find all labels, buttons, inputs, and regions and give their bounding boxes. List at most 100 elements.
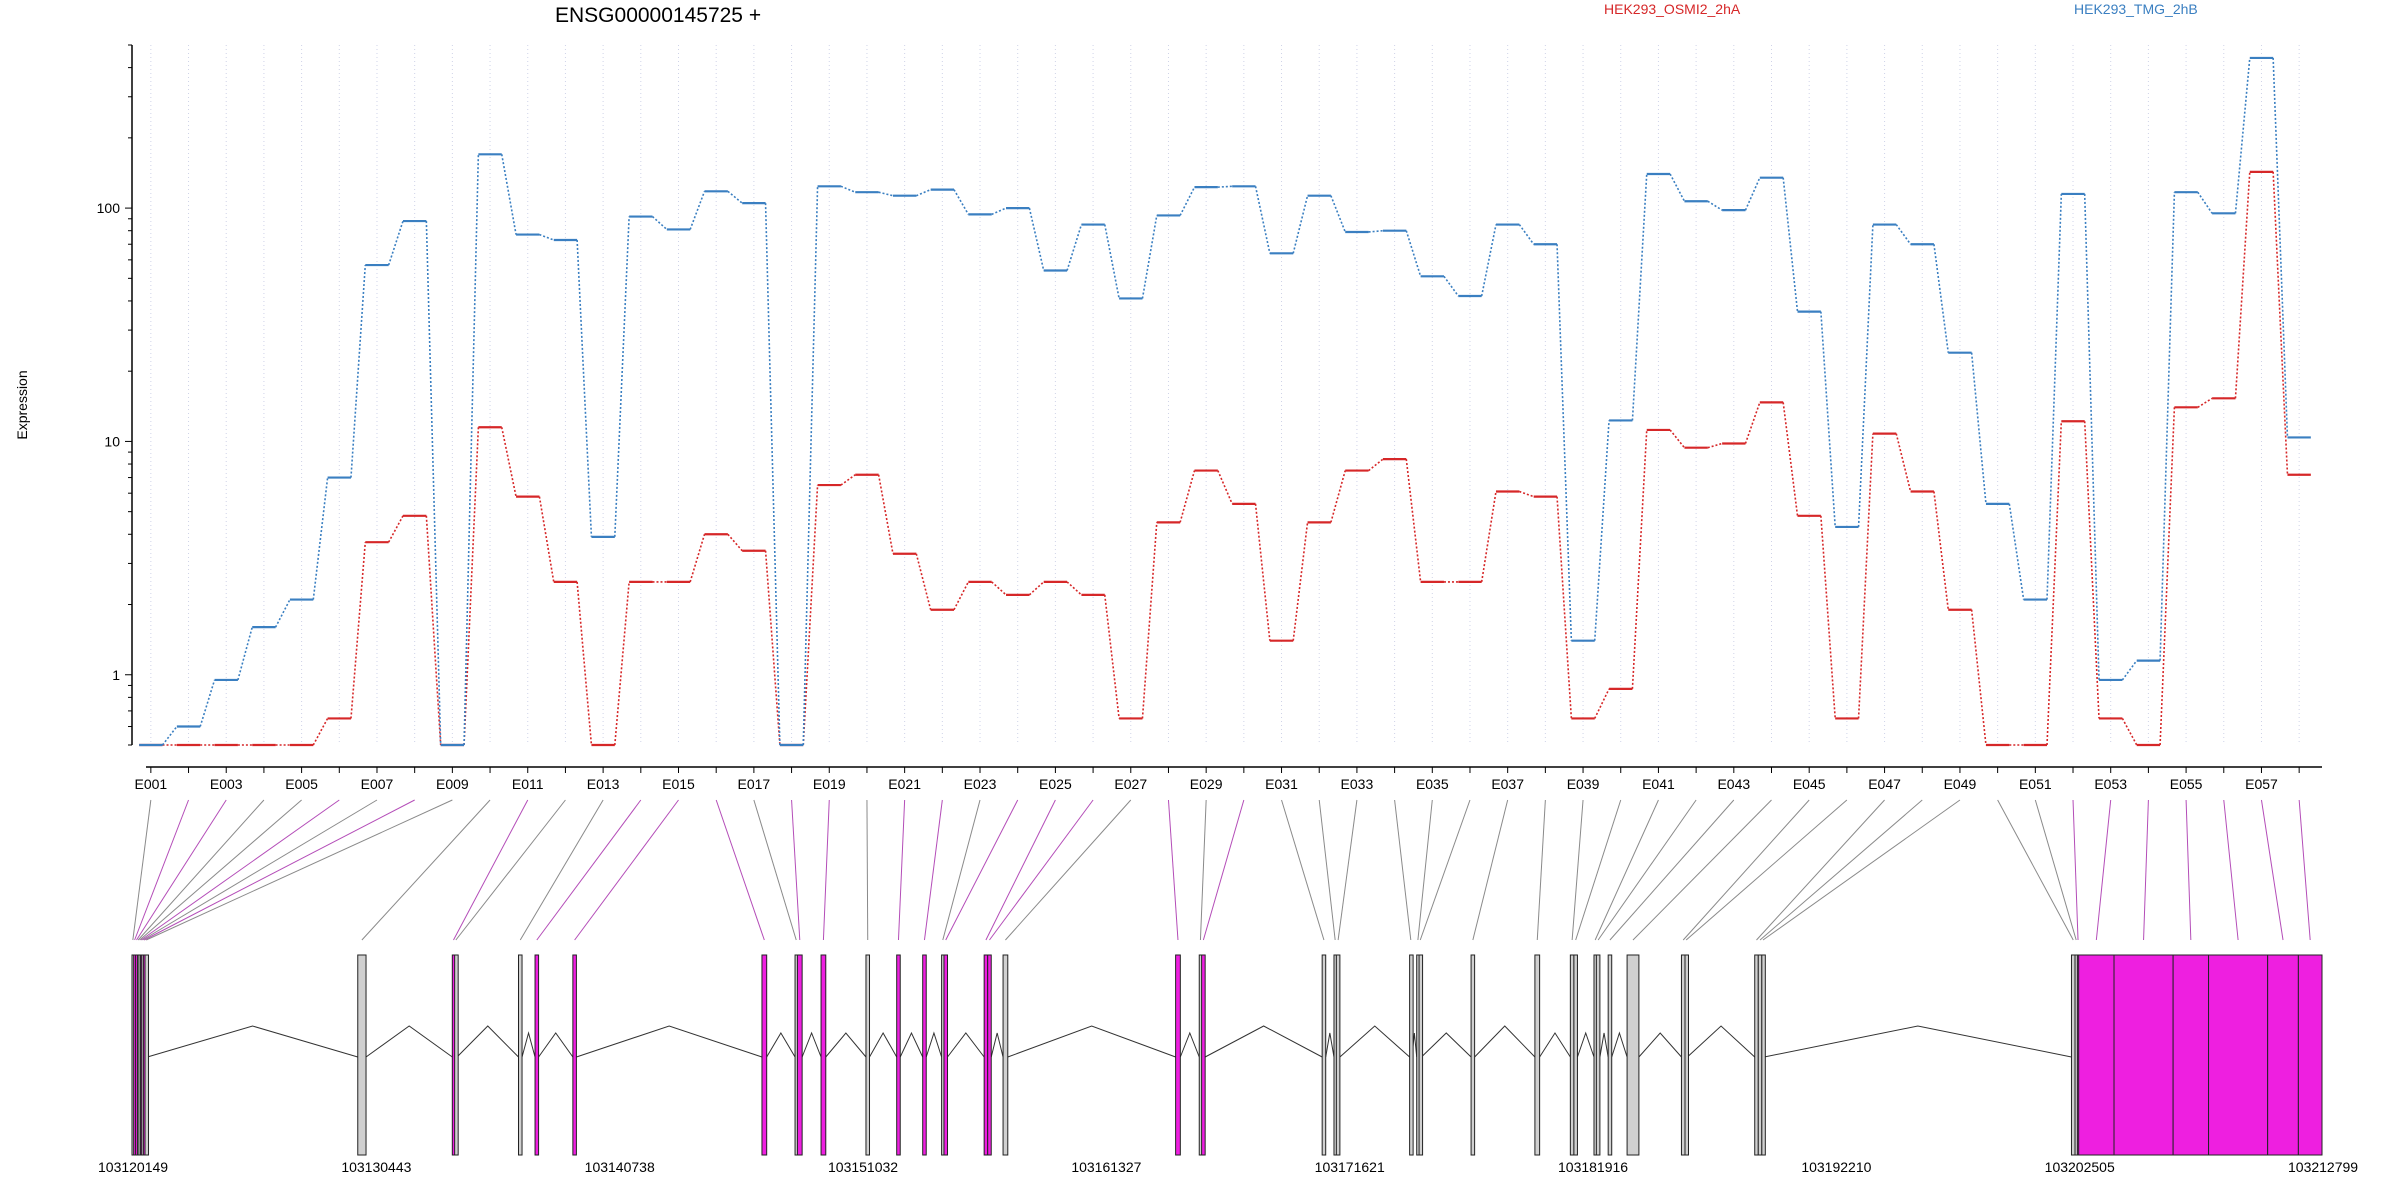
gene-coordinate-label: 103212799 bbox=[2288, 1159, 2358, 1175]
intron-line bbox=[899, 1031, 924, 1058]
x-tick-label: E027 bbox=[1114, 776, 1147, 792]
data-transition bbox=[312, 477, 329, 600]
intron-line bbox=[521, 1031, 536, 1058]
data-transition bbox=[1292, 195, 1309, 254]
intron-line bbox=[1179, 1031, 1200, 1058]
data-transition bbox=[2159, 192, 2176, 661]
data-transition bbox=[840, 474, 856, 486]
intron-line bbox=[576, 1025, 763, 1058]
data-transition bbox=[237, 626, 254, 681]
exon-connector bbox=[137, 799, 265, 941]
y-tick-label: 10 bbox=[104, 433, 120, 449]
data-transition bbox=[877, 474, 894, 554]
series-osmi2 bbox=[139, 170, 2311, 747]
data-transition bbox=[1179, 186, 1196, 216]
exon-box bbox=[865, 954, 871, 1156]
exon-connector bbox=[134, 799, 190, 941]
intron-line bbox=[825, 1032, 867, 1058]
exon-box bbox=[922, 954, 927, 1156]
x-tick-label: E047 bbox=[1868, 776, 1901, 792]
data-transition bbox=[1631, 429, 1648, 689]
data-transition bbox=[2008, 503, 2025, 600]
data-transition bbox=[350, 265, 367, 478]
x-tick-label: E051 bbox=[2019, 776, 2052, 792]
data-transition bbox=[2197, 397, 2213, 409]
data-transition bbox=[1933, 491, 1950, 610]
x-tick-label: E015 bbox=[662, 776, 695, 792]
data-transition bbox=[1594, 688, 1610, 719]
exon-connector bbox=[145, 799, 453, 941]
data-transition bbox=[651, 215, 668, 231]
exon-box bbox=[517, 954, 523, 1156]
exon-connector bbox=[132, 799, 152, 941]
intron-line bbox=[1325, 1032, 1335, 1058]
exon-box bbox=[1175, 954, 1181, 1156]
x-tick-label: E017 bbox=[738, 776, 771, 792]
data-transition bbox=[1103, 594, 1120, 719]
exon-connector bbox=[1281, 799, 1325, 941]
exon-connector bbox=[1594, 799, 1659, 941]
exon-connector bbox=[139, 799, 302, 941]
intron-line bbox=[1474, 1025, 1536, 1058]
data-transition bbox=[1556, 496, 1573, 719]
exon-box bbox=[1757, 954, 1763, 1156]
data-transition bbox=[312, 718, 329, 746]
x-tick-label: E049 bbox=[1944, 776, 1977, 792]
exon-connectors bbox=[132, 799, 2311, 941]
data-transition bbox=[387, 220, 404, 266]
intron-line bbox=[1576, 1031, 1595, 1058]
exon-connector bbox=[753, 799, 797, 941]
gene-coordinate-label: 103130443 bbox=[341, 1159, 411, 1175]
exon-connector bbox=[1417, 799, 1433, 941]
data-transition bbox=[1480, 224, 1497, 297]
gene-coordinate-label: 103161327 bbox=[1071, 1159, 1141, 1175]
exon-box bbox=[2172, 954, 2210, 1156]
x-tick-label: E019 bbox=[813, 776, 846, 792]
data-transition bbox=[1330, 195, 1346, 233]
data-transition bbox=[425, 515, 442, 746]
exon-connector bbox=[1394, 799, 1412, 941]
data-transition bbox=[1217, 185, 1233, 188]
data-transition bbox=[1744, 177, 1761, 211]
data-transition bbox=[2272, 57, 2289, 438]
exon-connector bbox=[822, 799, 830, 941]
exon-connector bbox=[1597, 799, 1697, 941]
gene-coordinate-label: 103202505 bbox=[2045, 1159, 2115, 1175]
exon-box bbox=[1761, 954, 1766, 1156]
exon-connector bbox=[136, 799, 227, 941]
data-transition bbox=[953, 189, 970, 215]
data-transition bbox=[2046, 193, 2063, 600]
exon-connector bbox=[2072, 799, 2079, 941]
intron-line bbox=[1204, 1025, 1323, 1058]
exon-connector bbox=[1472, 799, 1509, 941]
exon-box bbox=[1754, 954, 1759, 1156]
intron-line bbox=[869, 1031, 898, 1058]
exon-box bbox=[1569, 954, 1575, 1156]
data-transition bbox=[1443, 275, 1459, 297]
exon-connector bbox=[942, 799, 981, 941]
exon-box bbox=[1595, 954, 1601, 1156]
data-transition bbox=[1669, 173, 1686, 202]
data-transition bbox=[1066, 581, 1082, 596]
data-transition bbox=[1028, 207, 1045, 271]
exon-box bbox=[2267, 954, 2299, 1156]
exon-connector bbox=[866, 799, 869, 941]
intron-line bbox=[1007, 1025, 1176, 1058]
data-transition bbox=[1254, 186, 1271, 254]
exon-connector bbox=[140, 799, 340, 941]
exon-connector bbox=[1682, 799, 1810, 941]
exon-connector bbox=[1575, 799, 1622, 941]
x-tick-label: E029 bbox=[1190, 776, 1223, 792]
exon-connector bbox=[1202, 799, 1245, 941]
data-transition bbox=[1368, 458, 1384, 472]
data-transition bbox=[1895, 224, 1912, 245]
x-tick-label: E013 bbox=[587, 776, 620, 792]
data-transition bbox=[1631, 173, 1648, 421]
x-tick-label: E003 bbox=[210, 776, 243, 792]
exon-connector bbox=[142, 799, 378, 941]
series bbox=[139, 56, 2311, 747]
exon-connector bbox=[1997, 799, 2074, 941]
data-transition bbox=[1405, 230, 1422, 277]
exon-connector bbox=[945, 799, 1019, 941]
gene-coordinate-label: 103120149 bbox=[98, 1159, 168, 1175]
